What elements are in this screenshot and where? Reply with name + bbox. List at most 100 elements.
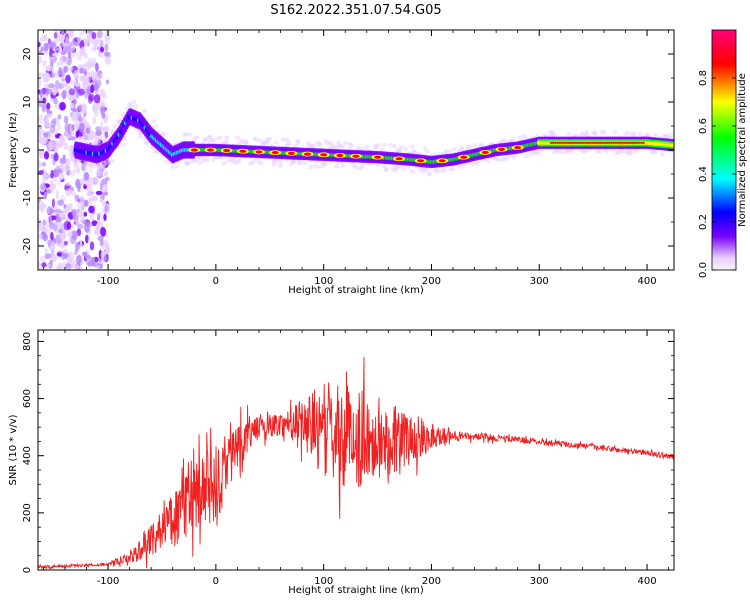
- spectrogram-noise-cell: [50, 169, 54, 179]
- spectrogram-noise-cell: [82, 30, 88, 34]
- spectrogram-noise-cell: [48, 110, 53, 115]
- spectrogram-noise-cell: [101, 112, 106, 119]
- spectrogram-noise-cell: [52, 183, 57, 190]
- spectrogram-noise-cell: [70, 144, 74, 149]
- x-tick-label: 100: [314, 276, 333, 287]
- spectrogram-halo-cell: [316, 164, 322, 170]
- spectrogram-halo-cell: [204, 157, 210, 163]
- spectrogram-halo-cell: [265, 140, 271, 145]
- spectrogram-noise-cell: [42, 219, 47, 227]
- spectrogram-y-axis-label: Frequency (Hz): [8, 112, 19, 188]
- spectrogram-noise-cell: [78, 123, 85, 131]
- spectrogram-peak-core: [190, 148, 198, 152]
- spectrogram-noise-cell: [69, 234, 77, 245]
- x-tick-label: 200: [422, 276, 441, 287]
- spectrogram-noise-cell: [48, 83, 55, 89]
- spectrogram-noise-cell: [42, 60, 47, 67]
- spectrogram-noise-cell: [84, 254, 92, 259]
- snr-panel: -100 0 100 200 300 400 0 200 400 600 800 Height of…: [8, 329, 675, 596]
- snr-axis-ticks: -100 0 100 200 300 400 0 200 400 600 800: [22, 330, 674, 587]
- spectrogram-noise-cell: [76, 254, 82, 265]
- spectrogram-noise-cell: [55, 144, 59, 152]
- spectrogram-noise-cell: [70, 224, 74, 230]
- spectrogram-noise-cell: [100, 89, 106, 98]
- spectrogram-peak-core: [438, 159, 446, 163]
- spectrogram-halo-cell: [224, 135, 230, 140]
- spectrogram-noise-cell: [72, 211, 76, 222]
- spectrogram-noise-cell: [58, 45, 63, 54]
- colorbar-gradient: [712, 30, 736, 270]
- snr-line: [38, 356, 674, 570]
- spectrogram-noise-cell: [38, 197, 42, 203]
- spectrogram-halo-cell: [90, 164, 96, 169]
- spectrogram-halo-cell: [120, 142, 126, 147]
- spectrogram-noise-cell: [89, 241, 95, 251]
- spectrogram-halo-cell: [133, 104, 139, 109]
- spectrogram-noise-cell: [62, 211, 66, 219]
- spectrogram-noise-cell: [87, 133, 94, 141]
- spectrogram-noise-cell: [104, 44, 109, 52]
- spectrogram-noise-cell: [46, 102, 51, 110]
- spectrogram-peak-core: [239, 149, 247, 153]
- spectrogram-noise-cell: [68, 88, 76, 96]
- spectrogram-noise-cell: [55, 214, 60, 219]
- spectrogram-noise-cell: [95, 190, 103, 195]
- y-tick-label: 0: [22, 567, 33, 573]
- spectrogram-noise-cell: [57, 199, 65, 206]
- spectrogram-noise-cell: [93, 111, 99, 117]
- spectrogram-noise-cell: [48, 208, 56, 214]
- y-tick-label: 200: [22, 503, 33, 522]
- spectrogram-noise-cell: [60, 250, 66, 261]
- spectrogram-noise-cell: [70, 79, 76, 86]
- spectrogram-halo-cell: [217, 135, 223, 140]
- spectrogram-halo-cell: [267, 137, 273, 142]
- x-tick-label: 0: [213, 276, 219, 287]
- spectrogram-noise-cell: [100, 46, 105, 53]
- spectrogram-halo-cell: [517, 134, 523, 140]
- spectrogram-noise-cell: [45, 87, 49, 97]
- colorbar-ticks: 0.0 0.2 0.4 0.6 0.8: [698, 70, 736, 278]
- spectrogram-peak-core: [223, 148, 231, 153]
- spectrogram-peak-core: [498, 147, 506, 151]
- spectrogram-halo-cell: [92, 135, 98, 140]
- spectrogram-noise-cell: [63, 131, 68, 138]
- spectrogram-noise-cell: [38, 223, 42, 232]
- snr-plot-area: [38, 356, 674, 570]
- spectrogram-noise-cell: [81, 83, 87, 91]
- spectrogram-noise-cell: [65, 74, 71, 84]
- x-tick-label: 400: [638, 276, 657, 287]
- spectrogram-noise-cell: [87, 221, 93, 228]
- spectrogram-noise-cell: [59, 157, 67, 164]
- spectrogram-halo-cell: [523, 153, 529, 158]
- spectrogram-noise-cell: [84, 92, 88, 99]
- spectrogram-halo-cell: [510, 137, 516, 143]
- spectrogram-noise-cell: [95, 62, 99, 72]
- spectrogram-halo-cell: [301, 161, 307, 166]
- spectrogram-noise-cell: [73, 69, 80, 80]
- spectrogram-noise-cell: [77, 223, 84, 230]
- spectrogram-noise-cell: [38, 98, 44, 108]
- spectrogram-noise-cell: [86, 127, 90, 135]
- spectrogram-halo-cell: [202, 137, 208, 142]
- x-tick-label: 0: [213, 576, 219, 587]
- spectrogram-halo-cell: [629, 150, 635, 155]
- spectrogram-noise-cell: [43, 151, 50, 160]
- spectrogram-noise-cell: [38, 114, 44, 124]
- spectrogram-noise-cell: [39, 37, 46, 42]
- colorbar-tick-label: 0.8: [698, 70, 709, 86]
- spectrogram-halo-cell: [409, 169, 415, 174]
- spectrogram-halo-cell: [381, 142, 387, 148]
- spectrogram-noise-cell: [51, 198, 55, 208]
- spectrogram-halo-cell: [237, 158, 243, 163]
- spectrogram-noise-cell: [65, 188, 73, 197]
- spectrogram-halo-cell: [109, 158, 115, 164]
- colorbar: 0.0 0.2 0.4 0.6 0.8 Normalized spectral ampl…: [698, 29, 748, 278]
- spectrogram-noise-cell: [99, 239, 104, 247]
- spectrogram-noise-cell: [55, 221, 60, 227]
- spectrogram-halo-cell: [286, 140, 292, 146]
- spectrogram-peak-core: [336, 153, 344, 158]
- spectrogram-peak-core: [395, 157, 403, 161]
- spectrogram-noise-cell: [49, 59, 54, 69]
- spectrogram-noise-cell: [48, 215, 53, 221]
- spectrogram-noise-cell: [95, 223, 101, 232]
